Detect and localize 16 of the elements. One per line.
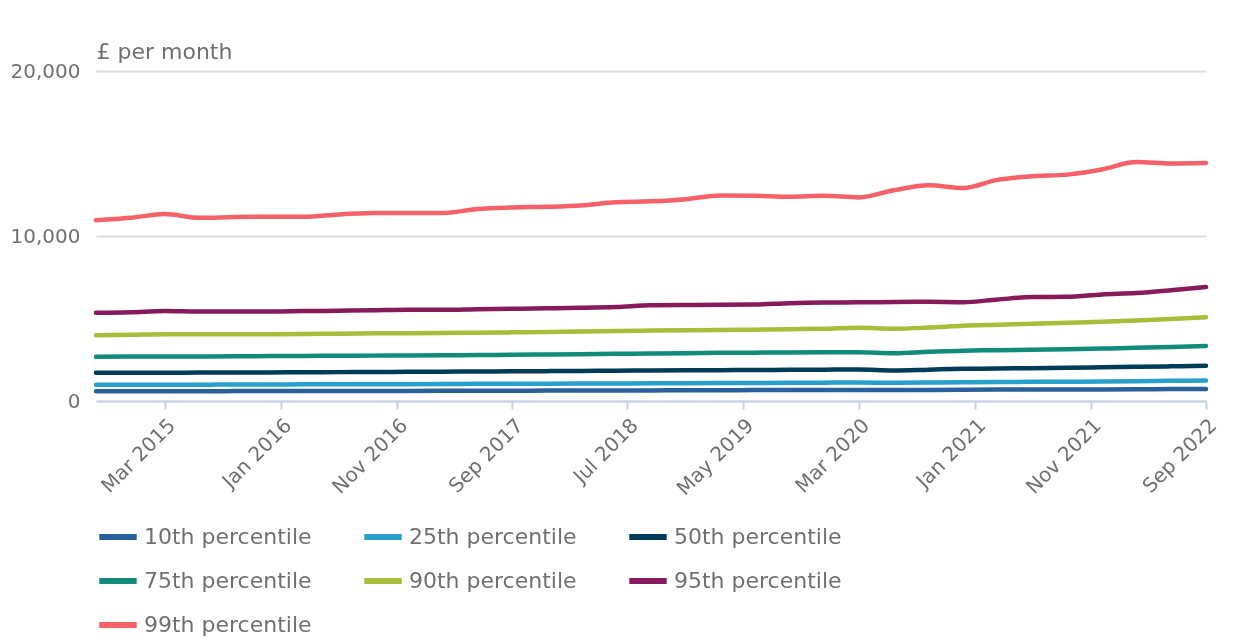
legend-label: 99th percentile [144, 612, 312, 637]
legend-label: 95th percentile [674, 568, 842, 593]
legend-label: 25th percentile [409, 524, 577, 549]
legend-label: 50th percentile [674, 524, 842, 549]
line-series [93, 315, 1209, 338]
line-series [93, 159, 1209, 223]
y-tick-label: 10,000 [10, 223, 81, 248]
y-tick-label: 0 [67, 388, 81, 413]
y-tick-label: 20,000 [10, 58, 81, 83]
line-series [93, 284, 1209, 315]
line-series [93, 363, 1209, 376]
y-axis-title: £ per month [96, 38, 233, 64]
legend-label: 90th percentile [409, 568, 577, 593]
line-series [93, 343, 1209, 360]
legend-label: 10th percentile [144, 524, 312, 549]
legend-label: 75th percentile [144, 568, 312, 593]
